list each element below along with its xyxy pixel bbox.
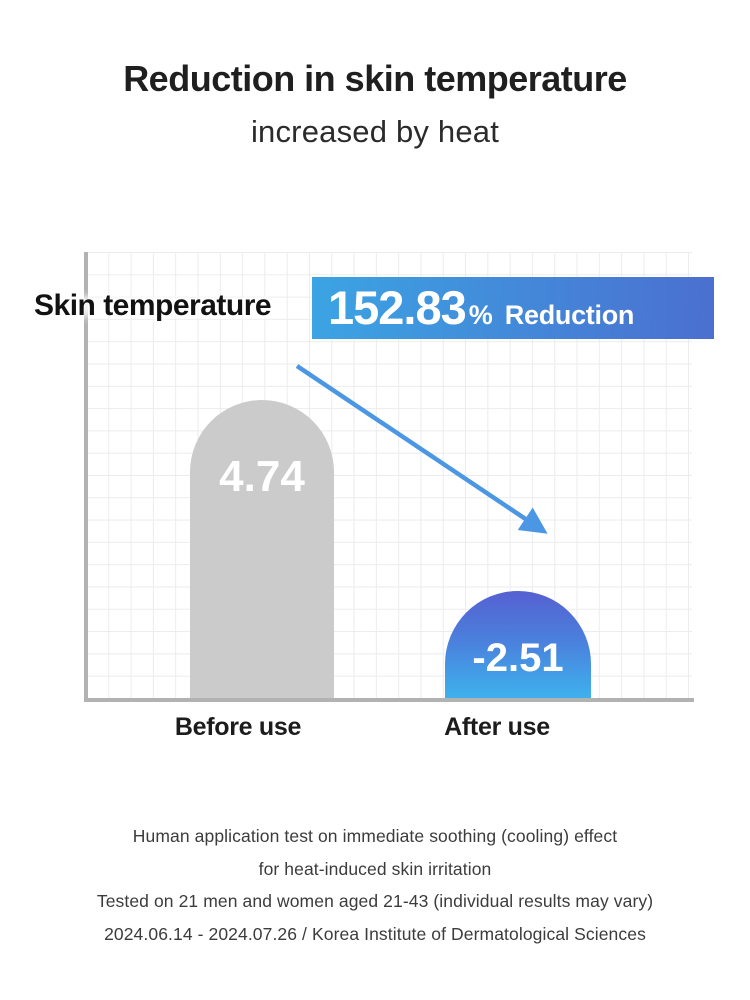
bar-after-use: -2.51 xyxy=(445,591,591,700)
disclaimer-line-2: for heat-induced skin irritation xyxy=(258,858,492,879)
bar-value-before: 4.74 xyxy=(219,452,305,501)
x-axis-line xyxy=(84,698,694,702)
percent-sign: % xyxy=(468,300,493,330)
y-axis-line xyxy=(84,252,88,702)
page-title: Reduction in skin temperature xyxy=(123,58,627,99)
chart-title: Skin temperature xyxy=(34,289,272,322)
category-label-after-use: After use xyxy=(444,713,550,741)
bar-before-use: 4.74 xyxy=(190,400,334,700)
page-subtitle: increased by heat xyxy=(250,114,500,149)
disclaimer-line-4: 2024.06.14 - 2024.07.26 / Korea Institut… xyxy=(104,923,646,944)
disclaimer-line-3: Tested on 21 men and women aged 21-43 (i… xyxy=(96,891,654,911)
disclaimer-line-1: Human application test on immediate soot… xyxy=(132,826,618,846)
reduction-value: 152.83 xyxy=(328,281,467,334)
test-disclaimer: Human application test on immediate soot… xyxy=(0,820,750,950)
reduction-badge: 152.83 % Reduction xyxy=(312,277,714,339)
reduction-label: Reduction xyxy=(504,300,635,330)
category-label-before-use: Before use xyxy=(174,713,302,741)
bar-value-after: -2.51 xyxy=(472,636,564,680)
downward-trend-arrow-icon xyxy=(295,364,548,534)
